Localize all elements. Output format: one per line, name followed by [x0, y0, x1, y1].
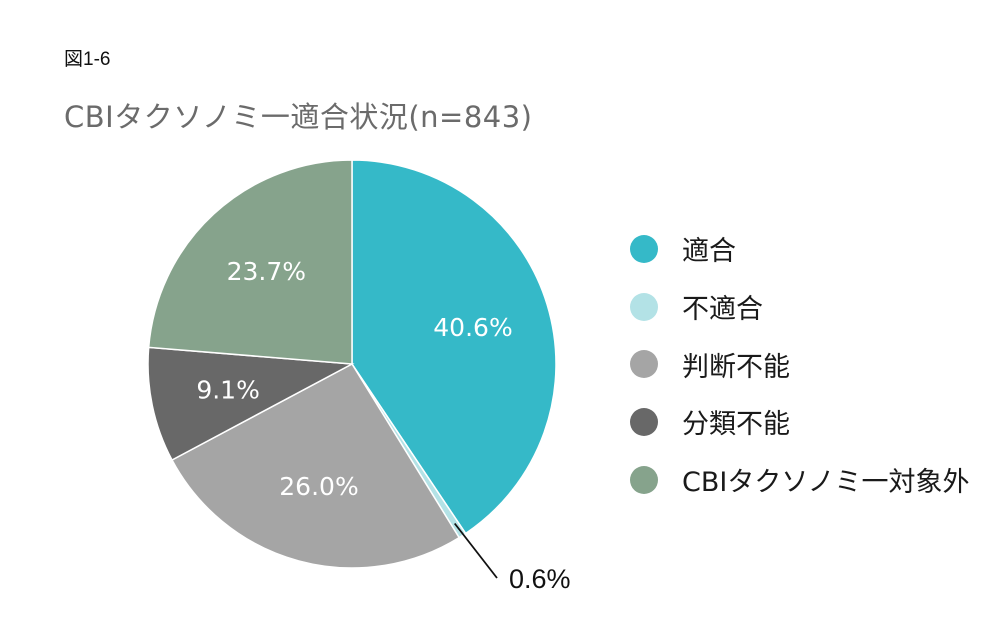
legend-swatch [630, 465, 658, 494]
pie-labels: 40.6% 0.6% 26.0% 9.1% 23.7% [196, 257, 570, 594]
pie-slice [351, 159, 557, 535]
slice-data-label: 23.7% [227, 257, 306, 286]
legend-item: 適合 [630, 220, 970, 278]
chart-title: CBIタクソノミ一適合状況(n=843) [64, 100, 533, 134]
slice-data-label: 0.6% [509, 564, 571, 594]
pie-slices [147, 159, 557, 569]
legend-swatch [630, 234, 658, 263]
legend-swatch [630, 407, 658, 436]
callout-line [453, 522, 498, 579]
legend-swatch [630, 350, 658, 379]
slice-data-label: 9.1% [196, 376, 260, 405]
legend-label: 分類不能 [682, 409, 790, 441]
legend-swatch [630, 292, 658, 321]
legend-label: CBIタクソノミ一対象外 [682, 467, 970, 499]
legend-label: 不適合 [682, 294, 763, 326]
legend: 適合 不適合 判断不能 分類不能 CBIタクソノミ一対象外 [630, 220, 970, 508]
slice-data-label: 26.0% [279, 472, 358, 501]
legend-item: CBIタクソノミ一対象外 [630, 451, 970, 509]
legend-item: 不適合 [630, 278, 970, 336]
pie-slice [170, 363, 461, 569]
legend-item: 分類不能 [630, 393, 970, 451]
slice-data-label: 40.6% [433, 313, 512, 342]
legend-label: 判断不能 [682, 351, 790, 383]
pie-slice [147, 346, 355, 462]
legend-item: 判断不能 [630, 335, 970, 393]
legend-label: 適合 [682, 236, 736, 268]
figure-label: 図1-6 [64, 49, 111, 70]
pie-slice [147, 159, 353, 365]
